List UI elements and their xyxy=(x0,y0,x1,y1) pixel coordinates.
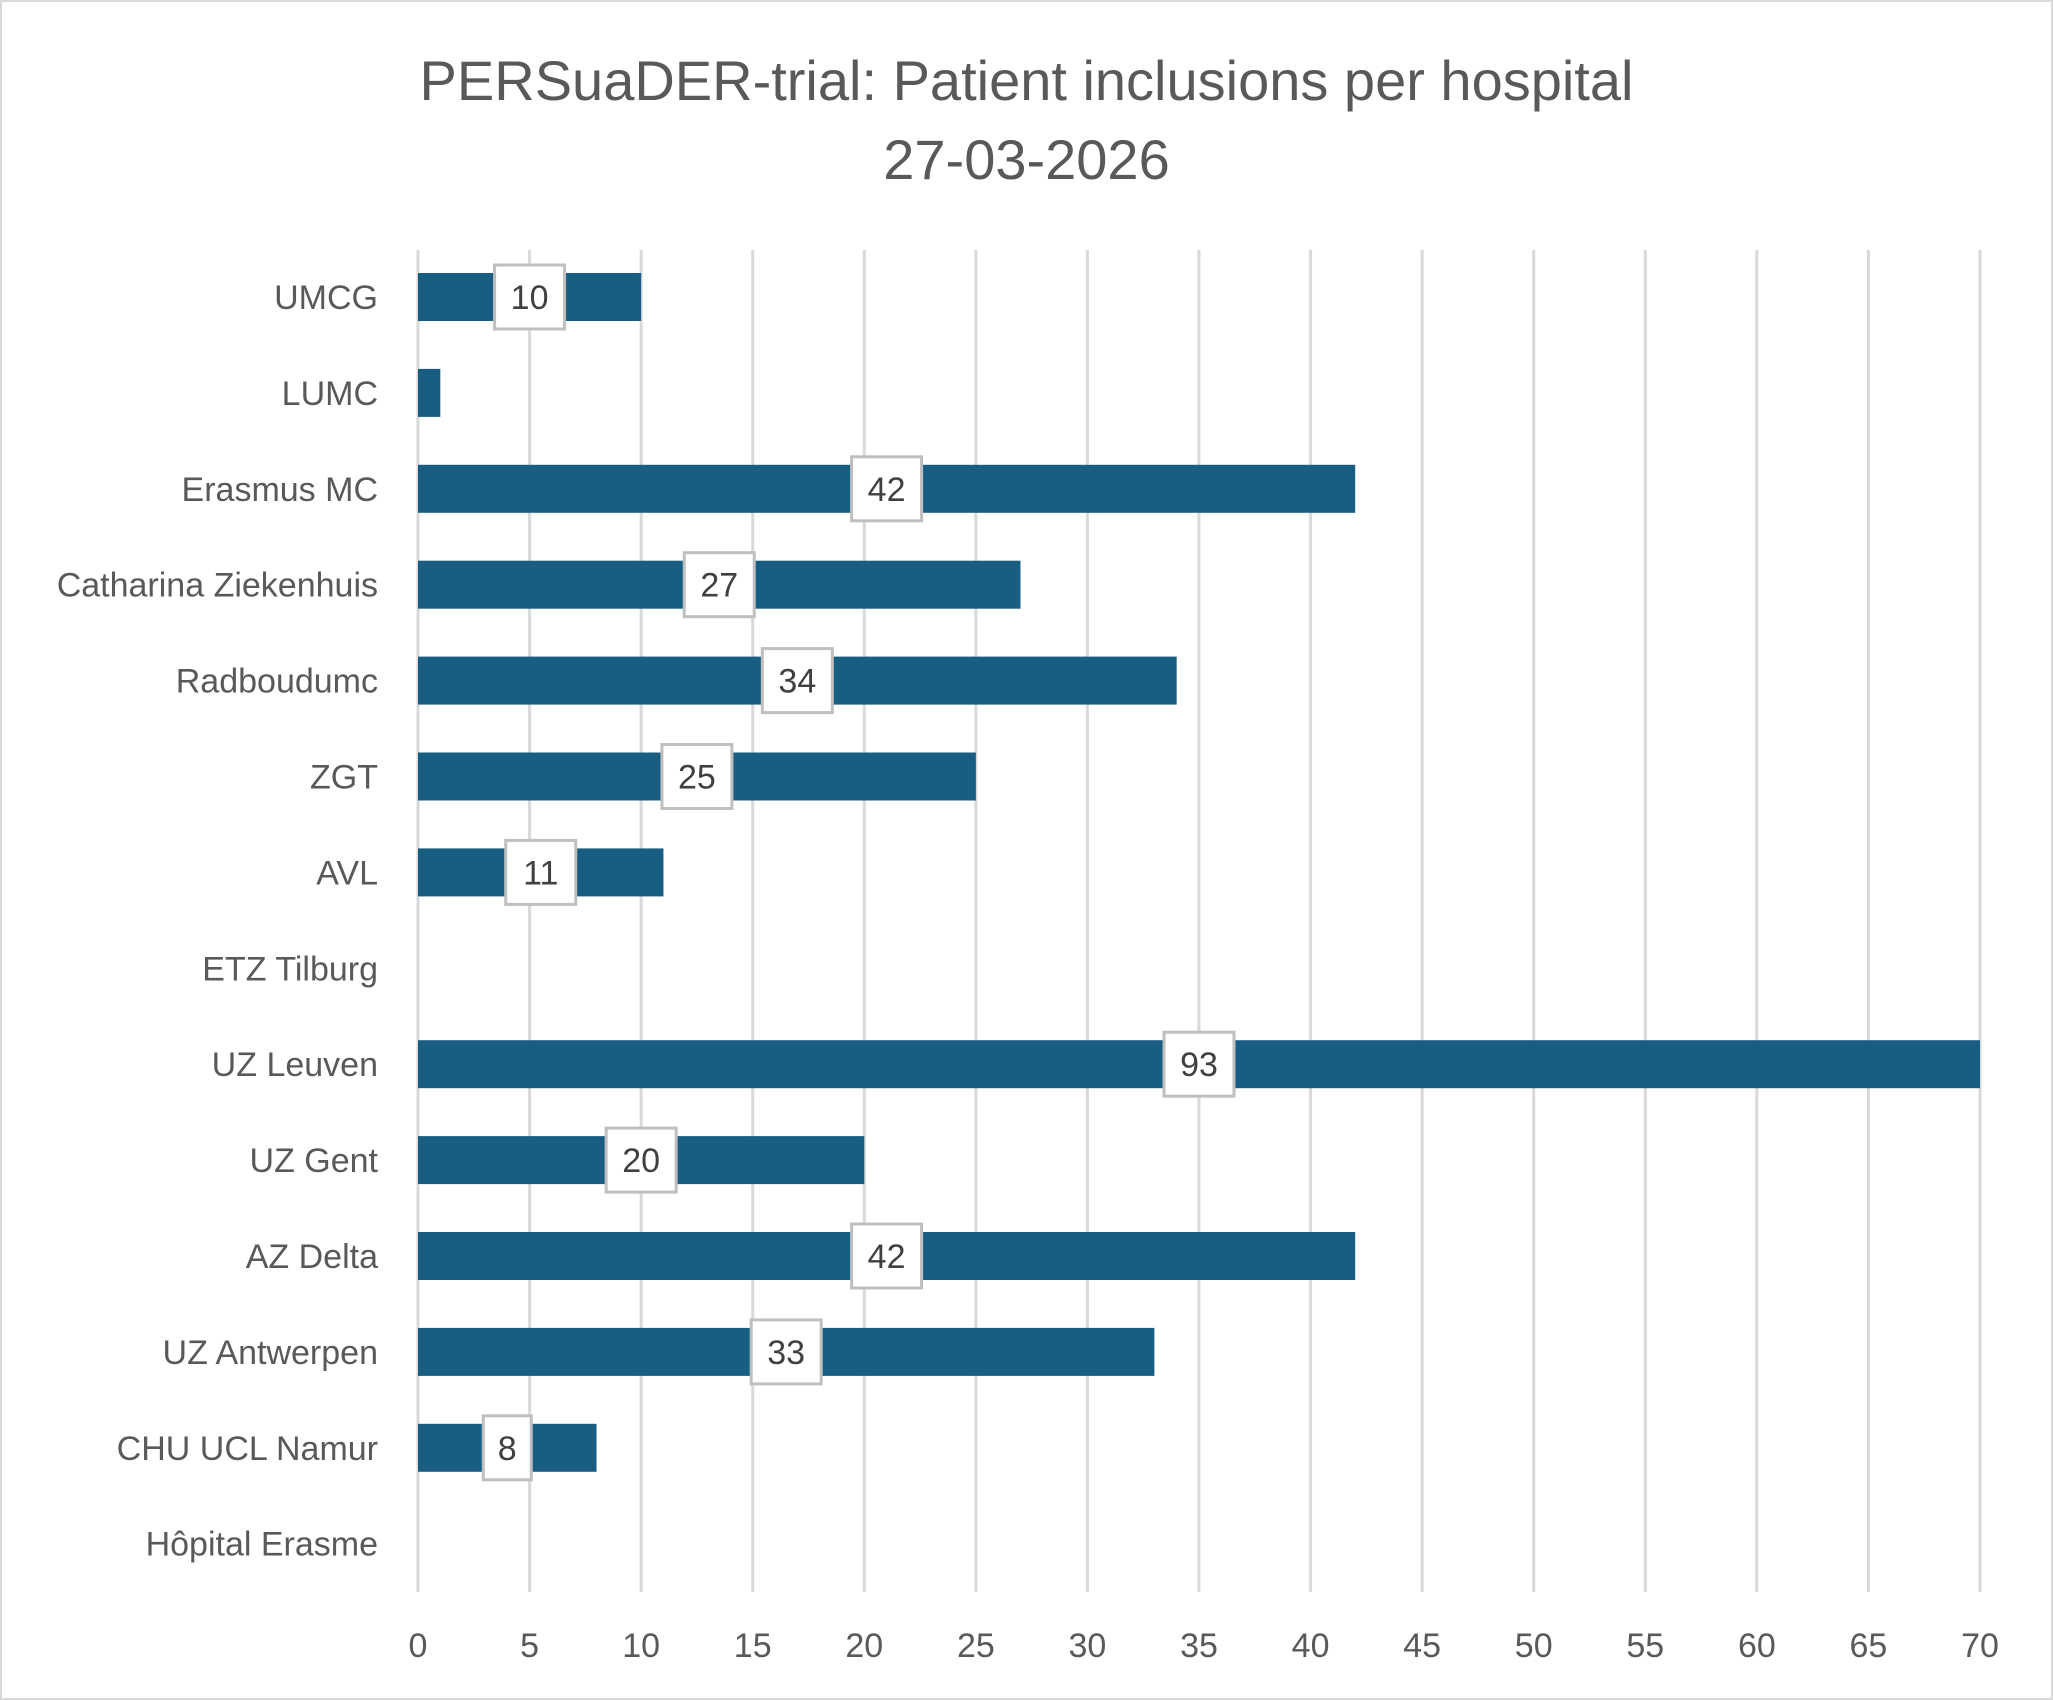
data-label: 27 xyxy=(700,567,738,605)
category-label: Hôpital Erasme xyxy=(146,1526,378,1564)
x-tick-label: 45 xyxy=(1403,1627,1441,1665)
data-label: 8 xyxy=(498,1430,517,1468)
data-label: 11 xyxy=(523,854,558,892)
data-label-box xyxy=(749,1318,823,1386)
category-label: ZGT xyxy=(310,759,378,797)
category-label: Erasmus MC xyxy=(182,471,378,509)
x-tick-label: 15 xyxy=(734,1627,772,1665)
data-label-box xyxy=(1162,1030,1236,1098)
category-label: UMCG xyxy=(274,279,378,317)
data-label: 25 xyxy=(678,759,716,797)
x-tick-label: 30 xyxy=(1069,1627,1107,1665)
x-tick-label: 0 xyxy=(409,1627,428,1665)
bar xyxy=(418,368,441,417)
x-tick-label: 20 xyxy=(845,1627,883,1665)
data-label: 10 xyxy=(511,279,549,317)
data-label-box xyxy=(850,455,924,523)
chart-subtitle: 27-03-2026 xyxy=(883,128,1170,191)
category-label: UZ Gent xyxy=(250,1142,379,1180)
data-label-box xyxy=(760,647,834,715)
data-label: 34 xyxy=(778,663,816,701)
category-label: AZ Delta xyxy=(246,1238,378,1276)
category-label: LUMC xyxy=(282,375,378,413)
data-label-box xyxy=(850,1222,924,1290)
data-label-box xyxy=(682,551,756,619)
category-label: AVL xyxy=(316,854,378,892)
x-tick-label: 40 xyxy=(1292,1627,1330,1665)
x-tick-label: 10 xyxy=(622,1627,660,1665)
category-label: Catharina Ziekenhuis xyxy=(57,567,378,605)
x-tick-label: 50 xyxy=(1515,1627,1553,1665)
x-tick-label: 5 xyxy=(520,1627,539,1665)
data-label: 42 xyxy=(868,1238,906,1276)
category-label: UZ Antwerpen xyxy=(163,1334,378,1372)
x-tick-label: 25 xyxy=(957,1627,995,1665)
data-label-box xyxy=(504,838,578,906)
x-tick-label: 70 xyxy=(1961,1627,1999,1665)
data-label: 93 xyxy=(1180,1046,1218,1084)
data-label: 20 xyxy=(622,1142,660,1180)
data-label-box xyxy=(604,1126,678,1194)
x-tick-label: 60 xyxy=(1738,1627,1776,1665)
x-tick-label: 35 xyxy=(1180,1627,1218,1665)
data-label-box xyxy=(493,263,567,331)
x-tick-label: 65 xyxy=(1850,1627,1888,1665)
category-label: CHU UCL Namur xyxy=(117,1430,378,1468)
data-label: 42 xyxy=(868,471,906,509)
data-label: 33 xyxy=(767,1334,805,1372)
data-label-box xyxy=(481,1414,533,1482)
category-label: UZ Leuven xyxy=(212,1046,378,1084)
category-label: ETZ Tilburg xyxy=(202,950,378,988)
category-label: Radboudumc xyxy=(176,663,378,701)
x-tick-label: 55 xyxy=(1626,1627,1664,1665)
chart-title: PERSuaDER-trial: Patient inclusions per … xyxy=(419,49,1634,112)
data-label-box xyxy=(660,743,734,810)
